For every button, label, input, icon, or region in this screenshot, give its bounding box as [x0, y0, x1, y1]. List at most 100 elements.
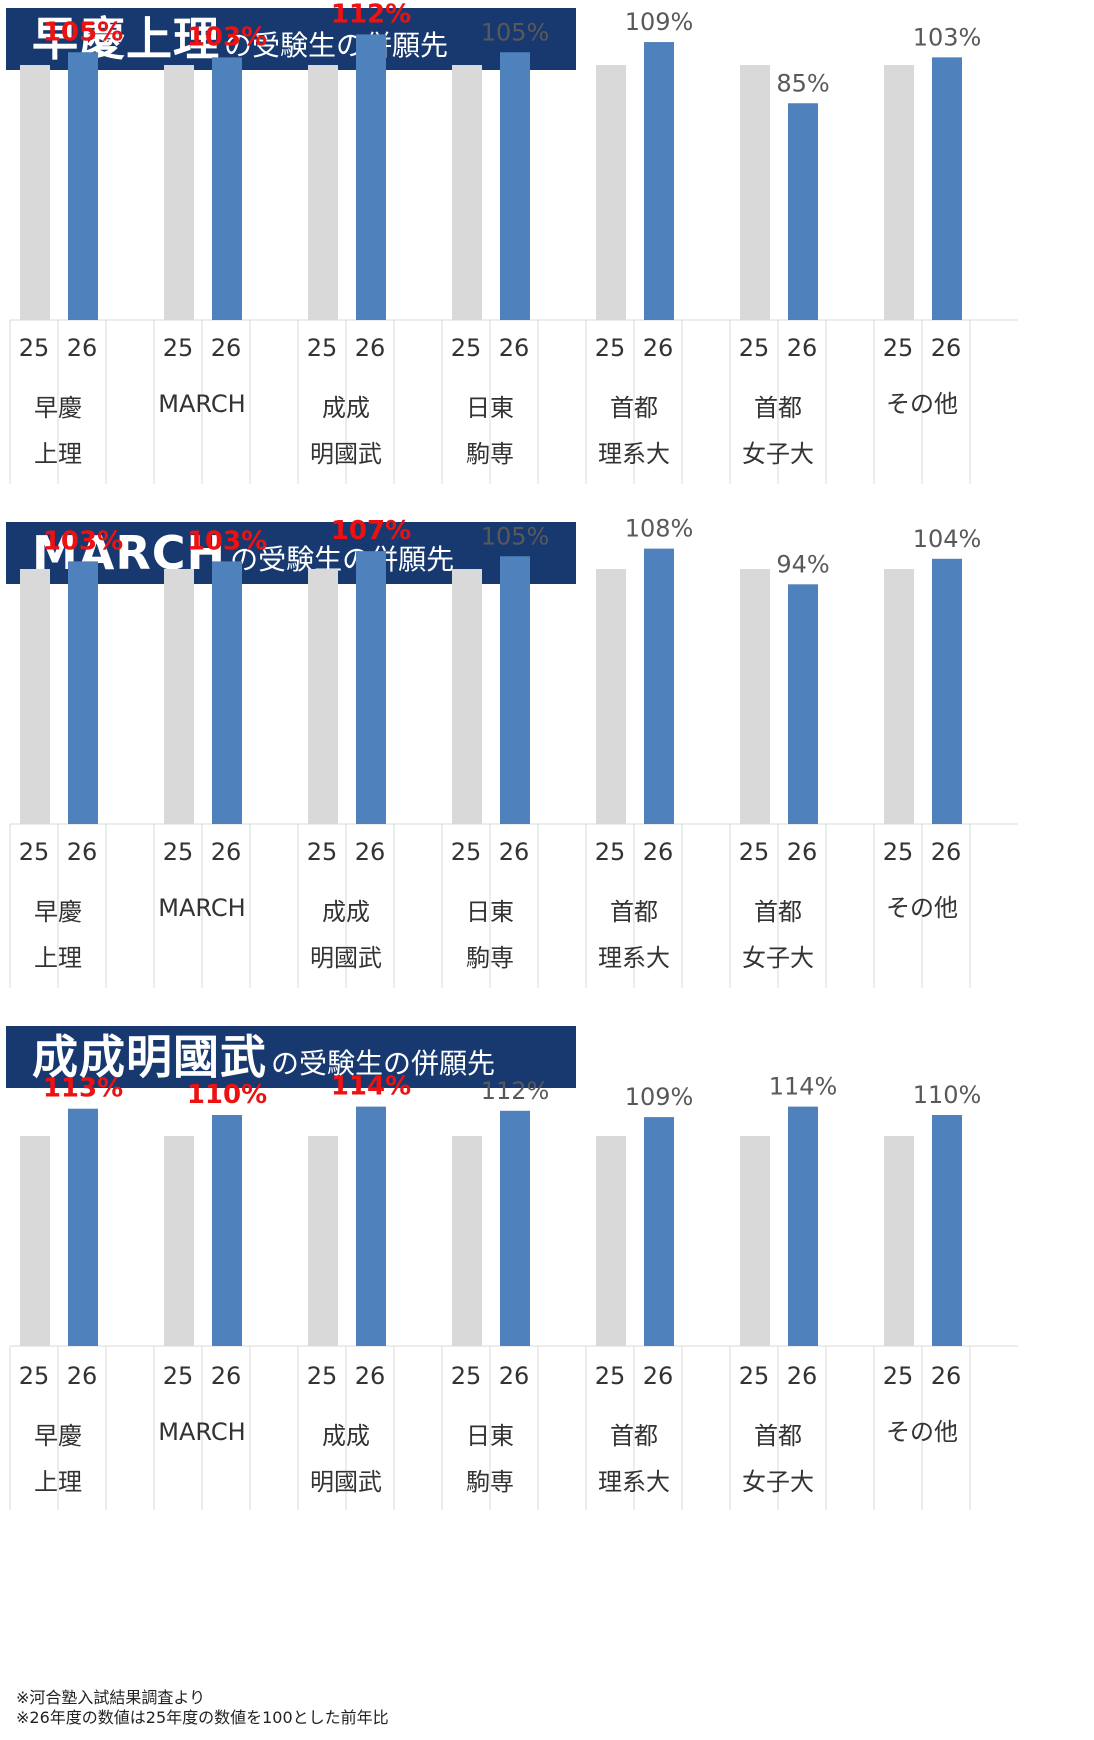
- category-label: 首都: [610, 394, 658, 422]
- year-label: 25: [163, 334, 194, 362]
- year-label: 26: [67, 334, 98, 362]
- data-label: 105%: [481, 18, 550, 46]
- bar-25: [884, 569, 914, 824]
- bar-26: [68, 52, 98, 320]
- data-label: 105%: [43, 17, 123, 47]
- year-label: 26: [67, 1362, 98, 1390]
- section-title-main: MARCH: [32, 526, 227, 580]
- footnote-definition: ※26年度の数値は25年度の数値を100とした前年比: [16, 1708, 389, 1727]
- bar-26: [356, 551, 386, 824]
- bar-chart: 113% 25 26 早慶上理 110% 25 26 MARCH 114% 25 26 成成明國武 11…: [9, 1072, 1018, 1510]
- bar-26: [212, 57, 242, 320]
- year-label: 26: [355, 1362, 386, 1390]
- category-label: 理系大: [598, 1468, 670, 1496]
- year-label: 25: [19, 838, 50, 866]
- category-label: 明國武: [310, 1468, 382, 1496]
- bar-26: [788, 584, 818, 824]
- data-label: 107%: [331, 516, 411, 546]
- data-label: 108%: [625, 515, 694, 543]
- year-label: 26: [787, 334, 818, 362]
- year-label: 26: [643, 1362, 674, 1390]
- section-title-sub: の受験生の併願先: [224, 29, 449, 62]
- year-label: 26: [787, 838, 818, 866]
- category-label: 明國武: [310, 440, 382, 468]
- section-header: MARCH の受験生の併願先: [6, 522, 576, 584]
- bar-25: [596, 1136, 626, 1346]
- bar-26: [932, 558, 962, 824]
- bar-25: [884, 65, 914, 320]
- bar-25: [884, 1136, 914, 1346]
- category-label: MARCH: [158, 1418, 245, 1446]
- category-label: 女子大: [742, 440, 814, 468]
- data-label: 114%: [769, 1073, 838, 1101]
- data-label: 85%: [776, 69, 829, 97]
- bar-26: [356, 34, 386, 321]
- category-label: その他: [886, 1418, 958, 1446]
- bar-25: [308, 1136, 338, 1346]
- category-label: 上理: [34, 1468, 82, 1496]
- data-label: 113%: [43, 1074, 123, 1104]
- bar-25: [740, 65, 770, 320]
- bar-25: [164, 65, 194, 320]
- year-label: 25: [307, 1362, 338, 1390]
- footnotes: ※河合塾入試結果調査より ※26年度の数値は25年度の数値を100とした前年比: [16, 1688, 389, 1728]
- year-label: 26: [355, 334, 386, 362]
- category-label: 首都: [754, 1422, 802, 1450]
- bar-25: [452, 65, 482, 320]
- data-label: 109%: [625, 8, 694, 36]
- year-label: 26: [211, 838, 242, 866]
- data-label: 104%: [913, 525, 982, 553]
- bar-25: [596, 65, 626, 320]
- year-label: 25: [163, 838, 194, 866]
- data-label: 110%: [187, 1080, 267, 1110]
- data-label: 114%: [331, 1072, 411, 1102]
- data-label: 103%: [187, 526, 267, 556]
- category-label: 早慶: [34, 898, 82, 926]
- category-label: MARCH: [158, 894, 245, 922]
- bar-26: [644, 1117, 674, 1346]
- bar-26: [500, 52, 530, 320]
- chart-section-2: MARCH の受験生の併願先 103% 25 26 早慶 上理 103% 25 26 MARCH…: [0, 515, 1094, 988]
- category-label: 日東: [466, 898, 514, 926]
- bar-26: [500, 556, 530, 824]
- chart-section-3: 成成明國武 の受験生の併願先 113% 25 26 早慶 上理 110% 25 26 MARCH…: [0, 1026, 1094, 1510]
- year-label: 26: [499, 838, 530, 866]
- category-label: 駒専: [466, 1468, 514, 1496]
- category-label: 理系大: [598, 944, 670, 972]
- section-title-main: 早慶上理: [32, 12, 220, 66]
- year-label: 26: [211, 334, 242, 362]
- bar-chart: 103% 25 26 早慶上理 103% 25 26 MARCH 107% 25 26 成成明國武 10…: [9, 515, 1018, 988]
- bar-26: [932, 1115, 962, 1346]
- year-label: 26: [355, 838, 386, 866]
- year-label: 25: [451, 1362, 482, 1390]
- bar-26: [68, 561, 98, 824]
- category-label: 成成: [322, 1422, 370, 1450]
- bar-25: [164, 1136, 194, 1346]
- bar-25: [452, 569, 482, 824]
- bar-25: [308, 65, 338, 320]
- bar-26: [212, 561, 242, 824]
- bar-26: [932, 57, 962, 320]
- year-label: 25: [451, 334, 482, 362]
- year-label: 25: [19, 1362, 50, 1390]
- data-label: 112%: [481, 1077, 550, 1105]
- category-label: 上理: [34, 440, 82, 468]
- year-label: 25: [883, 838, 914, 866]
- category-label: 首都: [610, 898, 658, 926]
- section-title-sub: の受験生の併願先: [271, 1047, 496, 1080]
- data-label: 105%: [481, 522, 550, 550]
- category-label: その他: [886, 390, 958, 418]
- year-label: 25: [883, 334, 914, 362]
- bar-25: [452, 1136, 482, 1346]
- chart-section-1: 早慶上理 の受験生の併願先 105% 25 26 早慶 上理 103% 25 26 MARCH 1…: [0, 0, 1094, 484]
- year-label: 25: [883, 1362, 914, 1390]
- year-label: 26: [499, 334, 530, 362]
- bar-26: [212, 1115, 242, 1346]
- section-header: 成成明國武 の受験生の併願先: [6, 1026, 576, 1088]
- category-label: 首都: [754, 394, 802, 422]
- year-label: 25: [19, 334, 50, 362]
- category-label: 首都: [754, 898, 802, 926]
- data-label: 103%: [187, 22, 267, 52]
- category-label: 早慶: [34, 394, 82, 422]
